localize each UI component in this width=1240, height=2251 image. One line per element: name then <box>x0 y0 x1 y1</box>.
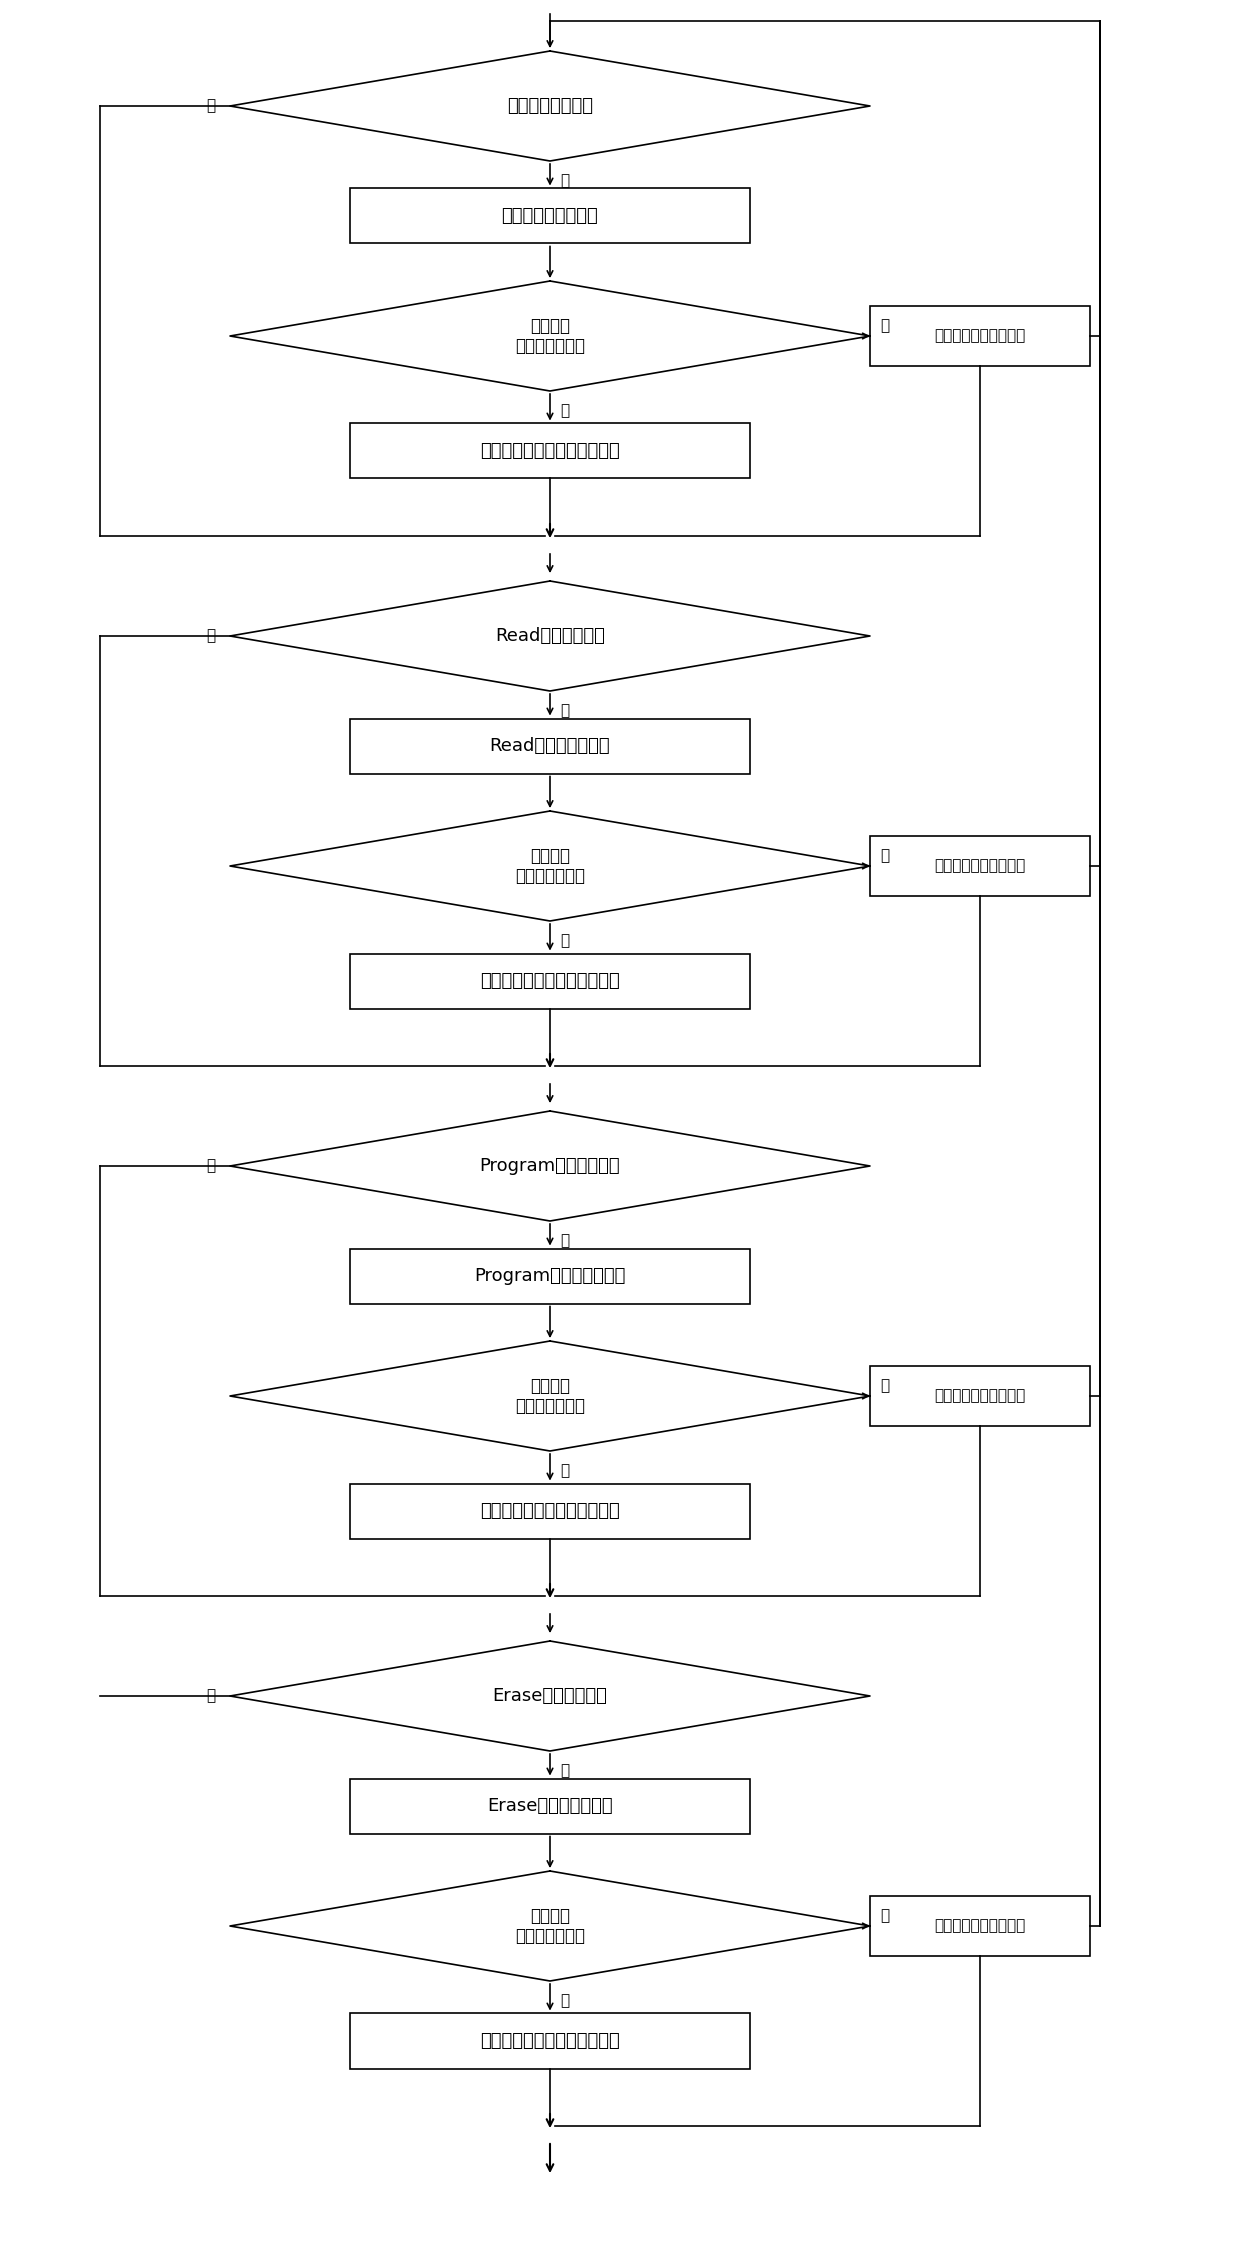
Text: 否: 否 <box>560 173 569 189</box>
Text: 配置队列取一个命令: 配置队列取一个命令 <box>502 207 599 225</box>
Text: 是: 是 <box>560 1463 569 1479</box>
Text: Read队列是否为空: Read队列是否为空 <box>495 628 605 646</box>
Text: 挂入相应等待队列队尾: 挂入相应等待队列队尾 <box>935 858 1025 873</box>
Text: 查策略表
能否在通道执行: 查策略表 能否在通道执行 <box>515 1907 585 1945</box>
Text: Erase队列取一个命令: Erase队列取一个命令 <box>487 1796 613 1814</box>
Text: 否: 否 <box>560 1763 569 1778</box>
Text: Read队列取一个命令: Read队列取一个命令 <box>490 736 610 754</box>
FancyBboxPatch shape <box>350 1249 750 1303</box>
FancyBboxPatch shape <box>870 1366 1090 1425</box>
Text: 否: 否 <box>560 1234 569 1247</box>
Text: Program队列是否为空: Program队列是否为空 <box>480 1157 620 1175</box>
FancyBboxPatch shape <box>350 718 750 774</box>
Text: 是: 是 <box>560 403 569 419</box>
Text: 查策略表
能否在通道执行: 查策略表 能否在通道执行 <box>515 846 585 885</box>
Text: 否: 否 <box>880 317 889 333</box>
Text: 挂入相应等待队列队尾: 挂入相应等待队列队尾 <box>935 1918 1025 1934</box>
Text: 否: 否 <box>880 1909 889 1925</box>
Text: Erase队列是否为空: Erase队列是否为空 <box>492 1686 608 1704</box>
Text: 否: 否 <box>880 1378 889 1393</box>
FancyBboxPatch shape <box>350 954 750 1008</box>
Text: 否: 否 <box>560 702 569 718</box>
Text: 是: 是 <box>560 1992 569 2008</box>
FancyBboxPatch shape <box>350 2012 750 2069</box>
Text: 是: 是 <box>560 932 569 948</box>
Text: 是: 是 <box>206 1159 215 1173</box>
Text: 配置队列是否为空: 配置队列是否为空 <box>507 97 593 115</box>
Text: 挂入相应等待队列队尾: 挂入相应等待队列队尾 <box>935 329 1025 344</box>
Text: 下发命令，并挂入待完成队列: 下发命令，并挂入待完成队列 <box>480 441 620 459</box>
FancyBboxPatch shape <box>870 1895 1090 1956</box>
Text: 下发命令，并挂入待完成队列: 下发命令，并挂入待完成队列 <box>480 2033 620 2051</box>
Text: 查策略表
能否在通道执行: 查策略表 能否在通道执行 <box>515 317 585 356</box>
Text: 否: 否 <box>880 849 889 864</box>
Text: 是: 是 <box>206 628 215 644</box>
Text: 挂入相应等待队列队尾: 挂入相应等待队列队尾 <box>935 1389 1025 1405</box>
Text: 是: 是 <box>206 1688 215 1704</box>
FancyBboxPatch shape <box>350 1483 750 1537</box>
FancyBboxPatch shape <box>870 306 1090 367</box>
Text: 查策略表
能否在通道执行: 查策略表 能否在通道执行 <box>515 1378 585 1416</box>
Text: 是: 是 <box>206 99 215 113</box>
FancyBboxPatch shape <box>350 1778 750 1835</box>
FancyBboxPatch shape <box>350 189 750 243</box>
Text: 下发命令，并挂入待完成队列: 下发命令，并挂入待完成队列 <box>480 1501 620 1519</box>
FancyBboxPatch shape <box>350 423 750 479</box>
Text: Program队列取一个命令: Program队列取一个命令 <box>475 1267 626 1285</box>
Text: 下发命令，并挂入待完成队列: 下发命令，并挂入待完成队列 <box>480 972 620 990</box>
FancyBboxPatch shape <box>870 835 1090 896</box>
